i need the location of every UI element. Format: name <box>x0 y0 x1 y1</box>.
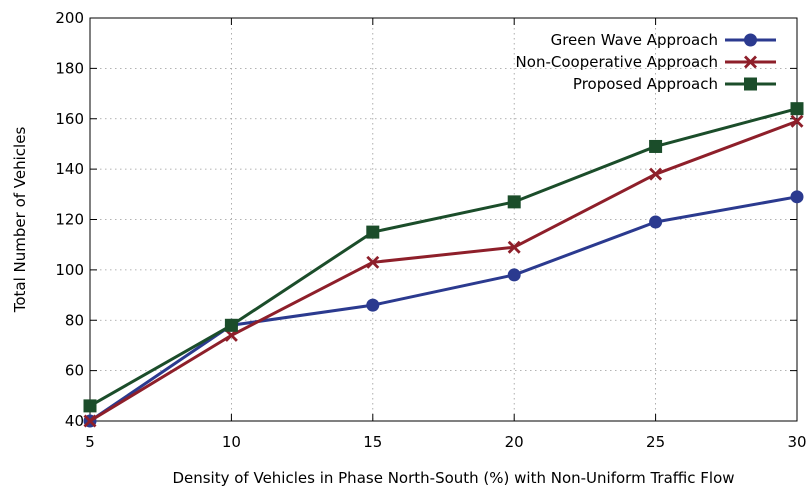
legend-label: Non-Cooperative Approach <box>516 53 718 71</box>
data-point-x <box>649 167 663 181</box>
data-point-square <box>649 139 663 153</box>
legend-marker-circle <box>744 33 757 47</box>
legend-label: Green Wave Approach <box>551 31 718 49</box>
series-line <box>89 107 798 408</box>
legend-item: Non-Cooperative Approach <box>516 53 776 71</box>
y-axis-label: Total Number of Vehicles <box>11 127 29 314</box>
data-point-circle <box>790 190 804 204</box>
series-square <box>83 102 804 413</box>
series-line <box>89 119 798 423</box>
data-series <box>83 102 804 428</box>
x-tick-label: 25 <box>646 433 665 451</box>
data-point-circle <box>649 215 663 229</box>
series-x <box>83 114 804 428</box>
data-point-x <box>83 414 97 428</box>
legend-item: Proposed Approach <box>573 75 776 93</box>
y-tick-label: 60 <box>65 362 84 380</box>
y-tick-label: 40 <box>65 412 84 430</box>
data-point-circle <box>366 298 380 312</box>
y-tick-label: 180 <box>55 59 84 77</box>
legend-item: Green Wave Approach <box>551 31 776 49</box>
data-point-square <box>224 318 238 332</box>
x-tick-label: 10 <box>222 433 241 451</box>
data-point-square <box>507 195 521 209</box>
x-tick-label: 20 <box>505 433 524 451</box>
data-point-square <box>366 225 380 239</box>
legend-label: Proposed Approach <box>573 75 718 93</box>
data-point-x <box>790 114 804 128</box>
y-tick-label: 80 <box>65 311 84 329</box>
x-tick-label: 15 <box>363 433 382 451</box>
x-tick-label: 5 <box>85 433 95 451</box>
series-circle <box>83 190 804 428</box>
tick-labels: 5 10 15 20 25 30 40 60 80 100 120 140 160 180 200 <box>55 9 806 451</box>
y-tick-label: 160 <box>55 110 84 128</box>
y-tick-label: 200 <box>55 9 84 27</box>
data-point-square <box>83 399 97 413</box>
data-point-x <box>366 255 380 269</box>
y-tick-label: 140 <box>55 160 84 178</box>
legend: Green Wave Approach Non-Cooperative Appro… <box>516 31 776 93</box>
axes <box>89 17 798 422</box>
x-tick-label: 30 <box>787 433 806 451</box>
x-axis-label: Density of Vehicles in Phase North-South… <box>172 469 734 487</box>
y-tick-label: 100 <box>55 261 84 279</box>
data-point-x <box>507 240 521 254</box>
y-tick-label: 120 <box>55 211 84 229</box>
legend-marker-square <box>744 77 757 91</box>
data-point-square <box>790 102 804 116</box>
series-line <box>89 195 798 423</box>
data-point-circle <box>507 268 521 282</box>
legend-marker-x <box>744 55 757 69</box>
